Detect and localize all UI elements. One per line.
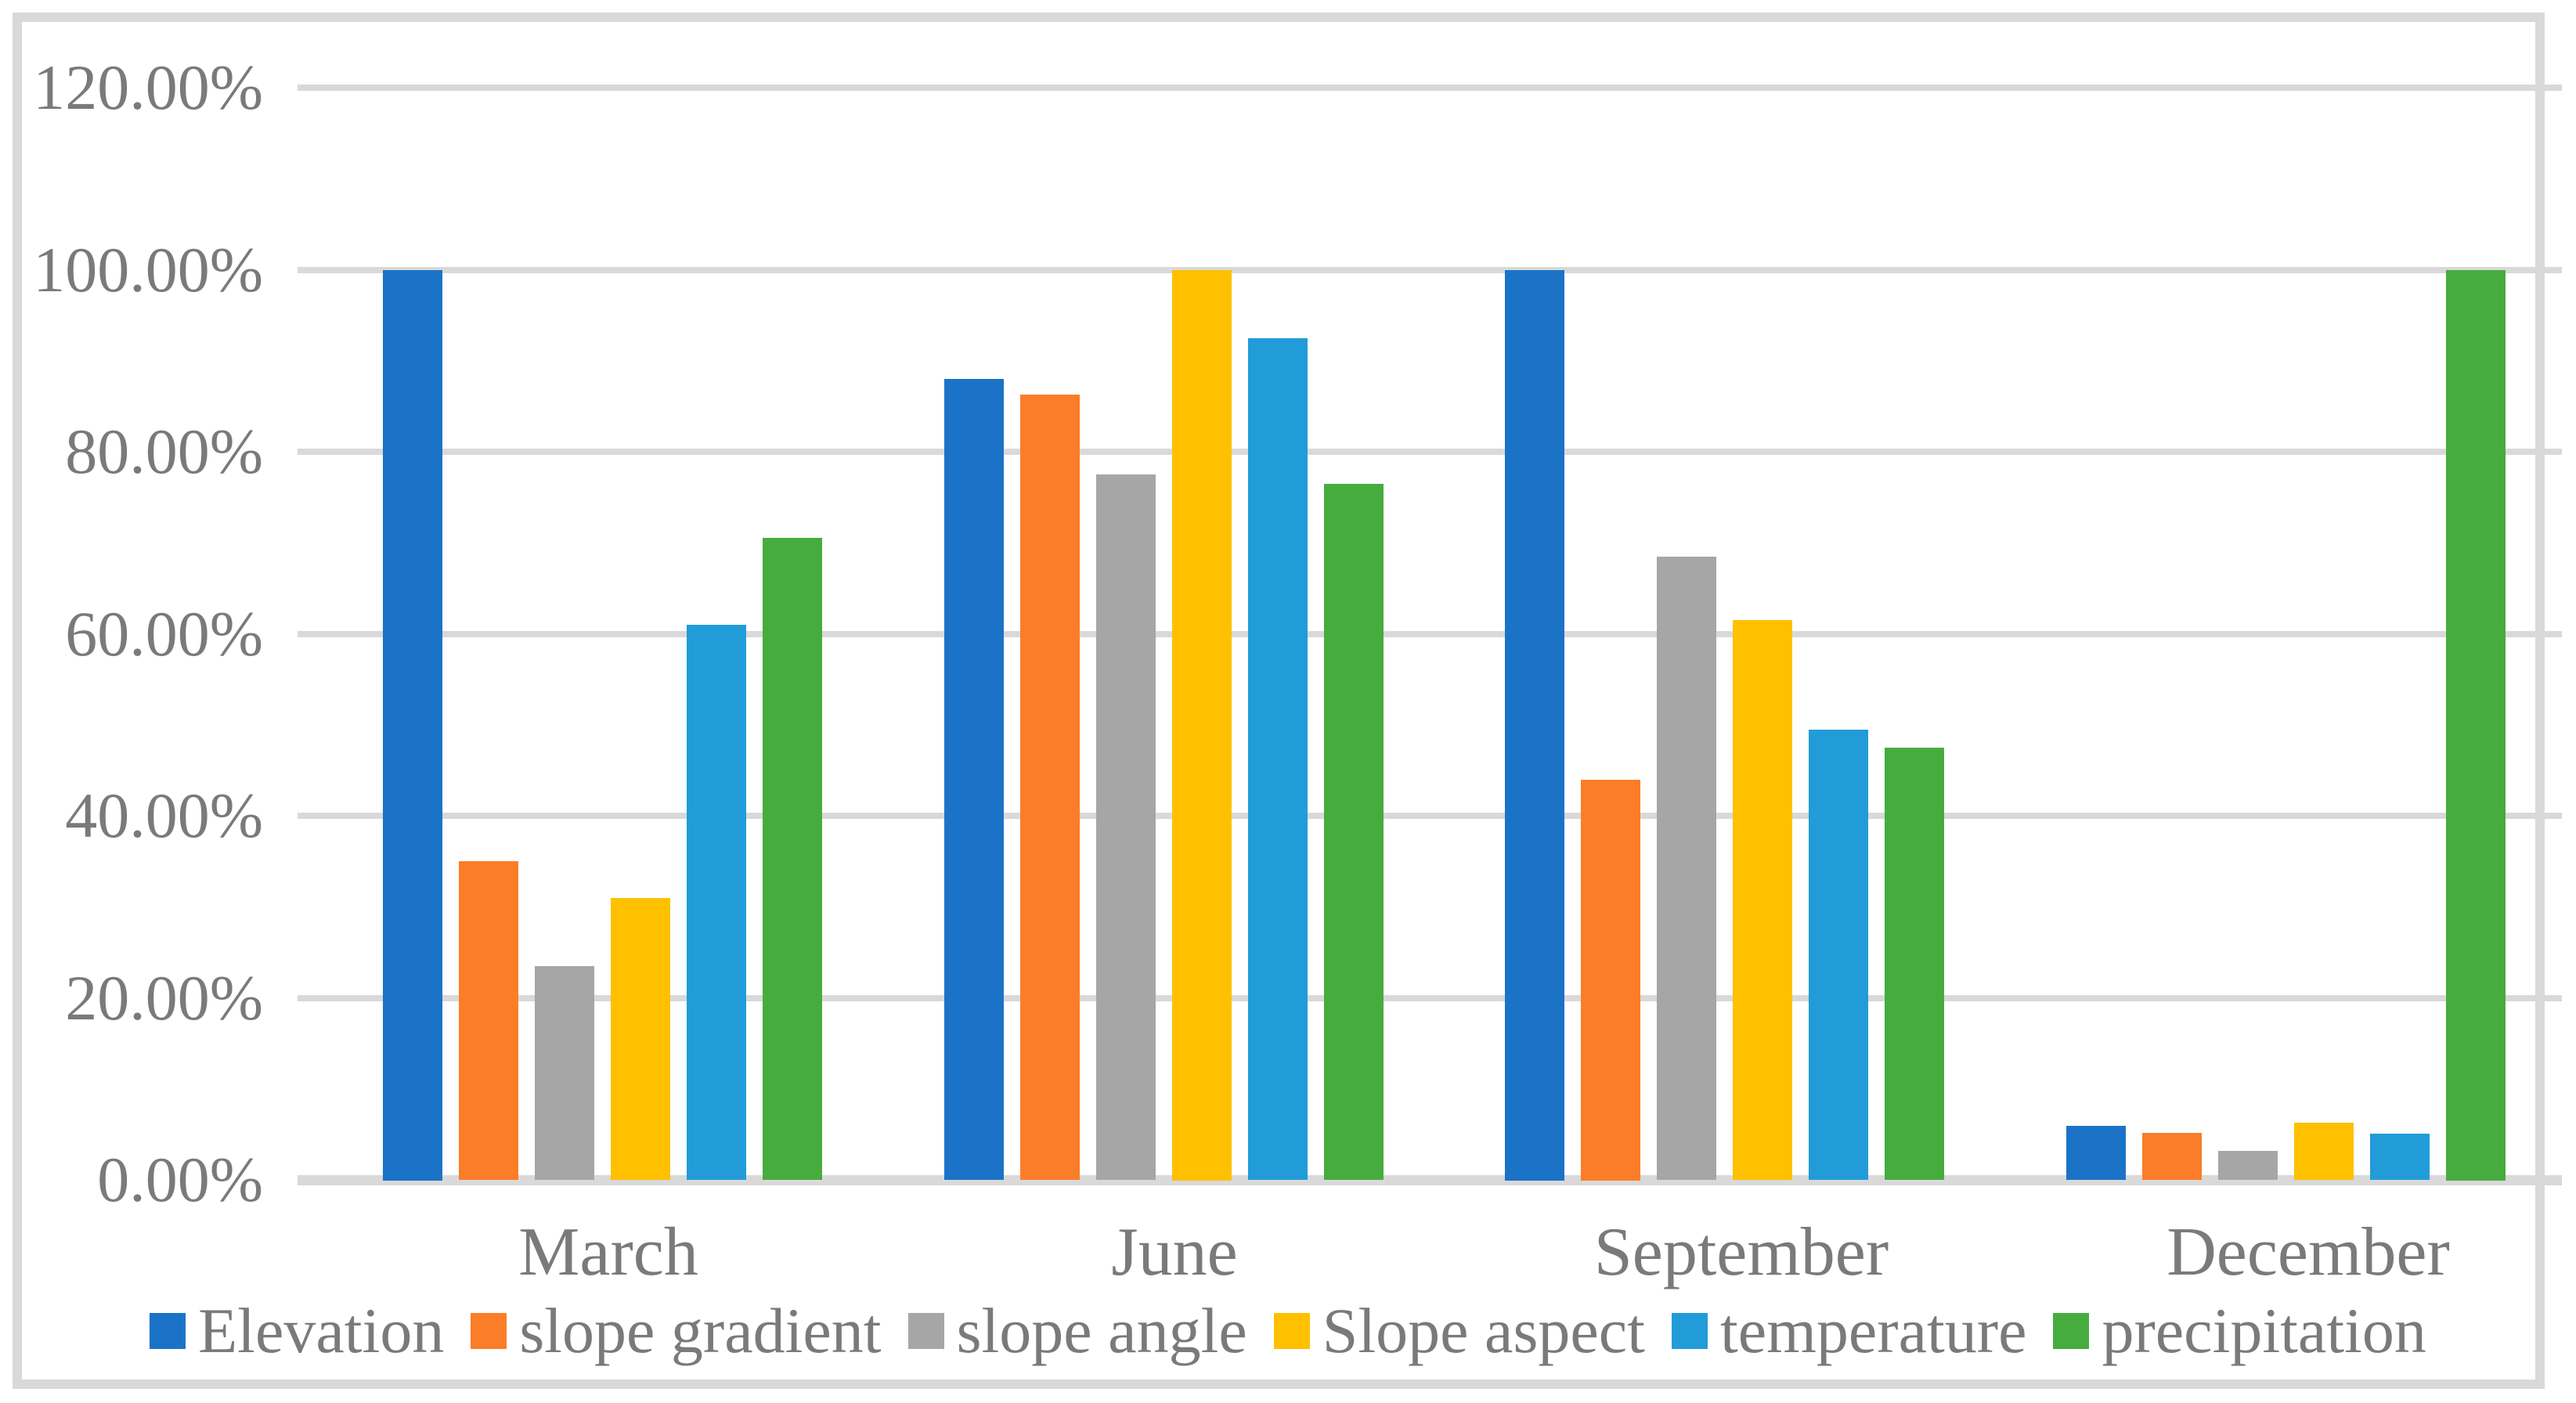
bar-september-slope-gradient [1581,780,1640,1181]
bar-september-precipitation [1885,748,1944,1180]
bar-march-slope-aspect [611,898,670,1180]
y-tick-label-20: 20.00% [65,962,263,1033]
legend-label: Elevation [198,1295,445,1366]
gridline-100 [298,267,2562,273]
category-label-december: December [2167,1214,2450,1290]
bar-march-slope-angle [535,966,594,1180]
legend-item-precipitation: precipitation [2053,1295,2426,1367]
legend-label: temperature [1719,1295,2027,1366]
legend-swatch-icon [1671,1313,1708,1349]
y-tick-label-100: 100.00% [33,234,263,305]
bar-december-temperature [2370,1134,2430,1180]
category-label-june: June [1111,1214,1238,1290]
plot-area [298,88,2562,1181]
legend-label: precipitation [2102,1295,2426,1366]
bar-december-slope-gradient [2142,1133,2202,1180]
legend-item-slope-aspect: Slope aspect [1273,1295,1645,1367]
bar-december-slope-aspect [2294,1123,2354,1180]
gridline-80 [298,449,2562,455]
bar-september-elevation [1505,270,1564,1181]
bar-june-slope-aspect [1172,270,1232,1181]
bar-june-precipitation [1324,484,1384,1180]
bar-june-slope-angle [1096,474,1156,1180]
legend-item-elevation: Elevation [150,1295,444,1367]
gridline-120 [298,85,2562,91]
bar-september-temperature [1809,730,1868,1180]
legend-label: slope gradient [519,1295,882,1366]
y-tick-label-60: 60.00% [65,598,263,669]
y-tick-label-120: 120.00% [33,52,263,123]
legend-swatch-icon [150,1313,186,1349]
legend-swatch-icon [2053,1313,2090,1349]
bar-december-elevation [2066,1126,2126,1180]
legend-item-temperature: temperature [1671,1295,2027,1367]
legend-swatch-icon [471,1313,507,1349]
bar-june-elevation [944,379,1004,1180]
legend-item-slope-angle: slope angle [907,1295,1247,1367]
legend-label: slope angle [956,1295,1247,1366]
category-label-september: September [1593,1214,1889,1290]
bar-june-temperature [1248,338,1308,1180]
gridline-40 [298,813,2562,819]
x-axis-line [298,1175,2562,1185]
legend: Elevation slope gradient slope angle Slope … [0,1293,2576,1369]
legend-swatch-icon [907,1313,944,1349]
bar-march-slope-gradient [459,861,518,1180]
bar-december-slope-angle [2218,1151,2278,1180]
bar-march-precipitation [763,538,822,1180]
gridline-20 [298,995,2562,1001]
bar-september-slope-angle [1657,557,1716,1180]
legend-item-slope-gradient: slope gradient [471,1295,882,1367]
legend-swatch-icon [1273,1313,1310,1349]
legend-label: Slope aspect [1322,1295,1645,1366]
category-label-march: March [518,1214,698,1290]
gridline-60 [298,631,2562,637]
bar-december-precipitation [2446,270,2506,1181]
y-tick-label-0: 0.00% [97,1144,263,1215]
bar-june-slope-gradient [1020,395,1080,1180]
y-tick-label-40: 40.00% [65,780,263,851]
bar-september-slope-aspect [1733,620,1792,1180]
bar-march-elevation [383,270,442,1181]
bar-march-temperature [687,625,746,1180]
y-tick-label-80: 80.00% [65,416,263,487]
